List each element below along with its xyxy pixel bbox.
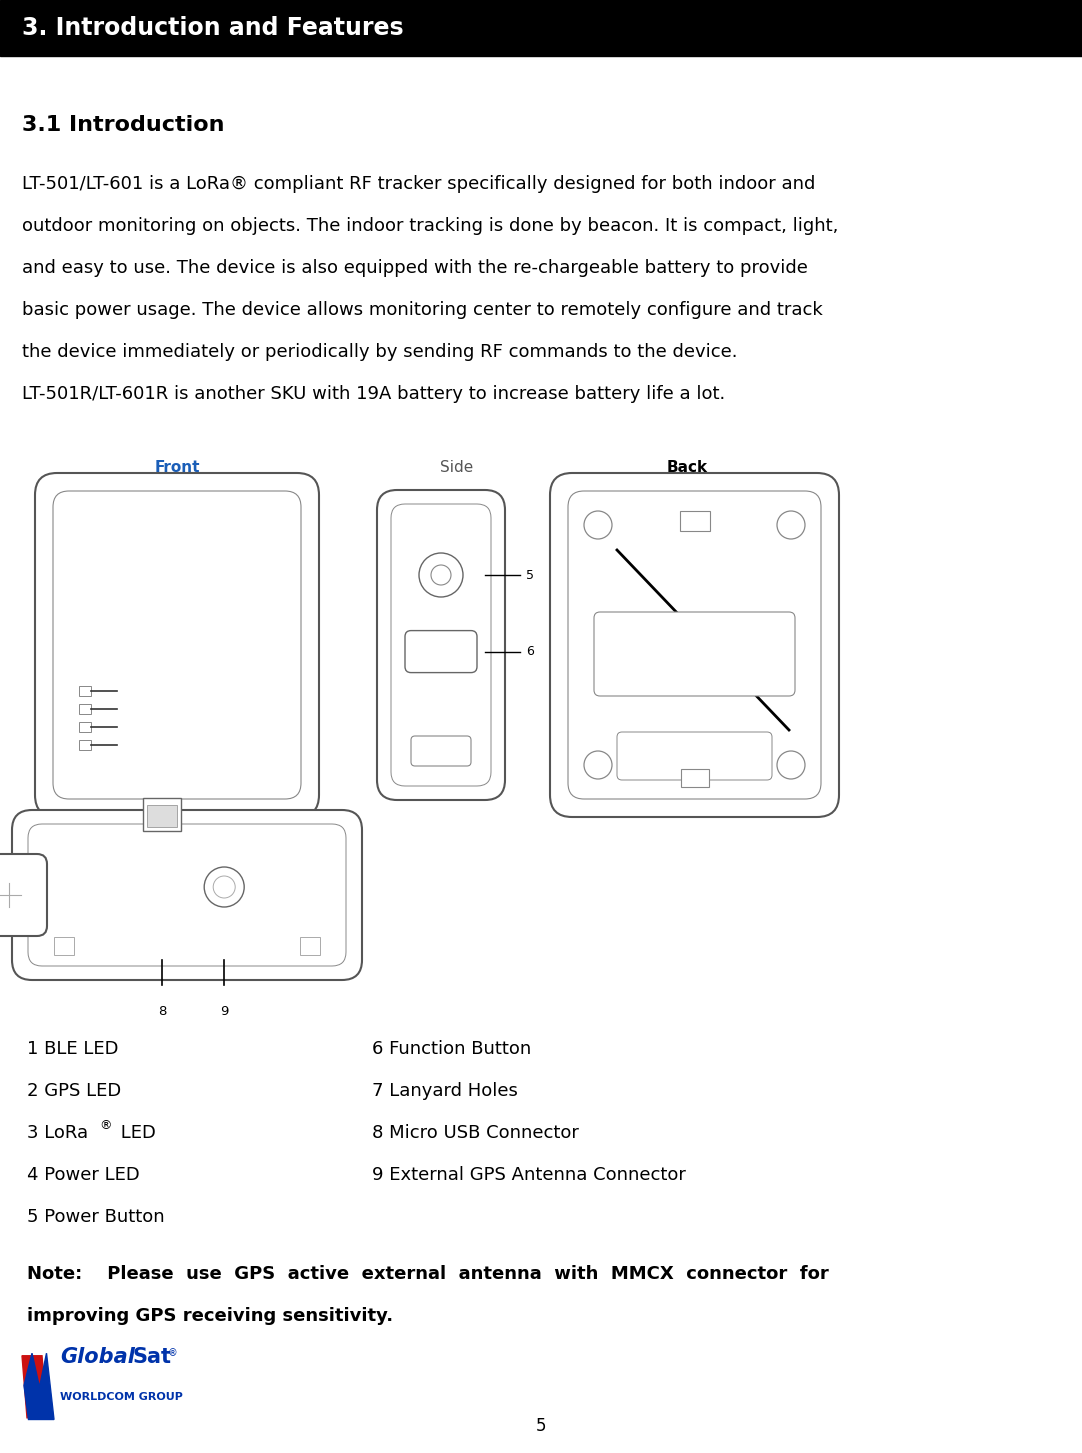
Text: 5: 5 [536,1417,546,1436]
FancyBboxPatch shape [594,612,795,696]
Text: Global: Global [60,1347,135,1367]
Text: 2 GPS LED: 2 GPS LED [27,1082,121,1100]
Text: G: G [64,722,70,731]
Text: 5: 5 [526,568,535,581]
Bar [79,705,91,713]
FancyBboxPatch shape [568,491,821,799]
Bar [54,937,74,955]
Text: the device immediately or periodically by sending RF commands to the device.: the device immediately or periodically b… [22,343,738,360]
Text: ℓGlobalSat: ℓGlobalSat [142,623,212,636]
Bar [79,740,91,750]
Circle shape [431,565,451,586]
Bar [0,0,1082,57]
Text: ®: ® [168,1348,177,1359]
Bar [143,798,181,831]
Text: 1: 1 [121,740,128,750]
Bar [681,769,709,788]
Bar [79,722,91,732]
Text: and easy to use. The device is also equipped with the re-chargeable battery to p: and easy to use. The device is also equi… [22,259,808,278]
Text: Front: Front [155,461,200,475]
Bar [79,686,91,696]
FancyBboxPatch shape [12,809,362,979]
Circle shape [213,876,235,898]
Text: 2: 2 [121,722,128,732]
Text: 9 External GPS Antenna Connector: 9 External GPS Antenna Connector [372,1165,686,1184]
FancyBboxPatch shape [391,504,491,786]
Circle shape [204,867,245,907]
Text: 4 Power LED: 4 Power LED [27,1165,140,1184]
FancyBboxPatch shape [35,474,319,817]
FancyBboxPatch shape [377,490,505,801]
Text: 3.1 Introduction: 3.1 Introduction [22,115,224,135]
Text: 7 Lanyard Holes: 7 Lanyard Holes [372,1082,518,1100]
Text: 3 LoRa: 3 LoRa [27,1125,88,1142]
Text: ®: ® [98,1119,111,1132]
Text: Back: Back [667,461,708,475]
Bar [147,805,177,827]
Text: 5 Power Button: 5 Power Button [27,1207,164,1226]
Circle shape [419,554,463,597]
Circle shape [584,751,612,779]
Text: outdoor monitoring on objects. The indoor tracking is done by beacon. It is comp: outdoor monitoring on objects. The indoo… [22,216,839,235]
Bar [679,511,710,530]
Text: 8 Micro USB Connector: 8 Micro USB Connector [372,1125,579,1142]
Text: 6 Function Button: 6 Function Button [372,1040,531,1058]
FancyBboxPatch shape [550,474,839,817]
FancyBboxPatch shape [617,732,771,780]
Text: B: B [65,740,69,748]
FancyBboxPatch shape [405,631,477,673]
Text: Side: Side [440,461,474,475]
Text: basic power usage. The device allows monitoring center to remotely configure and: basic power usage. The device allows mon… [22,301,822,320]
Text: 8: 8 [158,1005,167,1019]
Bar [300,937,320,955]
Circle shape [777,511,805,539]
Text: 3: 3 [121,705,128,713]
Text: LT-501/LT-601 is a LoRa® compliant RF tracker specifically designed for both ind: LT-501/LT-601 is a LoRa® compliant RF tr… [22,174,816,193]
Text: Bottom: Bottom [156,809,219,825]
Text: improving GPS receiving sensitivity.: improving GPS receiving sensitivity. [27,1308,393,1325]
FancyBboxPatch shape [0,854,47,936]
Text: 1 BLE LED: 1 BLE LED [27,1040,119,1058]
Text: LED: LED [115,1125,156,1142]
Text: 4: 4 [121,686,128,696]
Text: WORLDCOM GROUP: WORLDCOM GROUP [60,1392,183,1402]
Text: 3. Introduction and Features: 3. Introduction and Features [22,16,404,41]
Text: LT-501R/LT-601R is another SKU with 19A battery to increase battery life a lot.: LT-501R/LT-601R is another SKU with 19A … [22,385,725,402]
Circle shape [777,751,805,779]
Text: 9: 9 [220,1005,228,1019]
Polygon shape [24,1353,54,1420]
Text: L: L [65,703,69,712]
Text: ω: ω [64,686,70,695]
Circle shape [584,511,612,539]
Text: Note:    Please  use  GPS  active  external  antenna  with  MMCX  connector  for: Note: Please use GPS active external ant… [27,1266,829,1283]
Text: 6: 6 [526,645,533,658]
Polygon shape [22,1356,47,1418]
Text: Sat: Sat [133,1347,172,1367]
FancyBboxPatch shape [28,824,346,966]
FancyBboxPatch shape [53,491,301,799]
FancyBboxPatch shape [411,737,471,766]
Text: 7: 7 [824,663,833,676]
